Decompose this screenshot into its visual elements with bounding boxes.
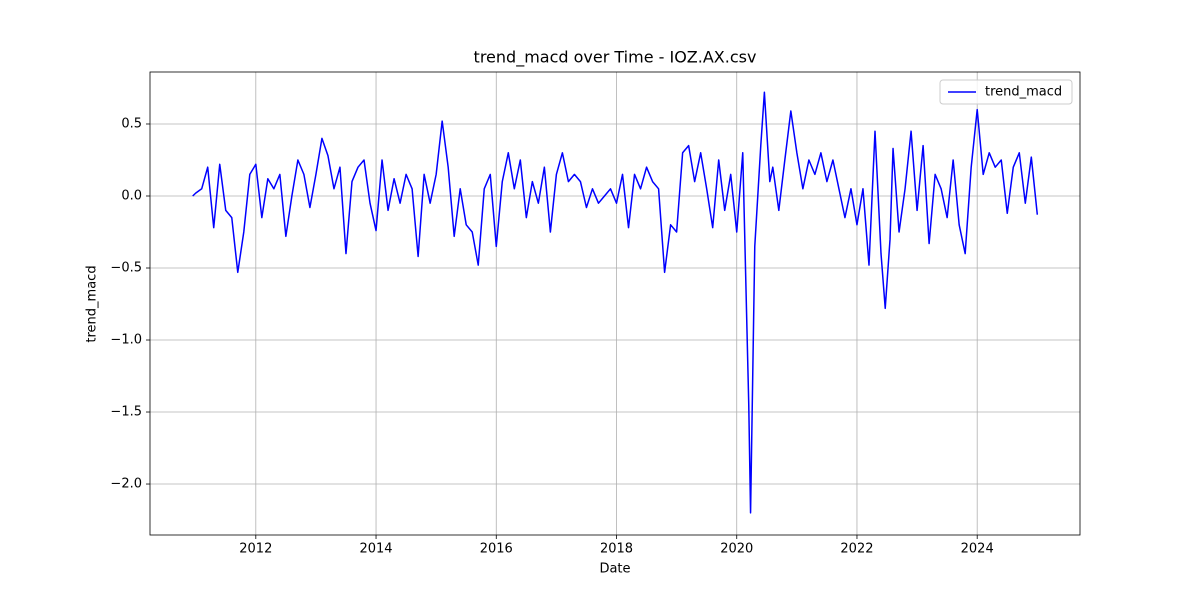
- y-axis-label: trend_macd: [85, 265, 100, 342]
- legend-box: [939, 79, 1073, 105]
- y-tick-label: −0.5: [110, 261, 142, 276]
- y-tick-label: −1.0: [110, 333, 142, 348]
- x-tick-label: 2022: [840, 542, 873, 557]
- x-axis-label: Date: [599, 562, 630, 577]
- chart-title: trend_macd over Time - IOZ.AX.csv: [474, 48, 757, 68]
- x-tick-label: 2016: [480, 542, 513, 557]
- plot-frame: [149, 71, 1081, 536]
- data-line: [192, 91, 1039, 514]
- y-tick-label: 0.0: [121, 188, 142, 203]
- x-tick-label: 2012: [239, 542, 272, 557]
- legend-label: trend_macd: [985, 85, 1062, 100]
- x-tick-label: 2020: [720, 542, 753, 557]
- x-tick-label: 2018: [600, 542, 633, 557]
- y-tick-label: 0.5: [121, 116, 142, 131]
- y-tick-label: −1.5: [110, 405, 142, 420]
- y-tick-label: −2.0: [110, 477, 142, 492]
- x-tick-label: 2014: [359, 542, 392, 557]
- x-tick-label: 2024: [961, 542, 994, 557]
